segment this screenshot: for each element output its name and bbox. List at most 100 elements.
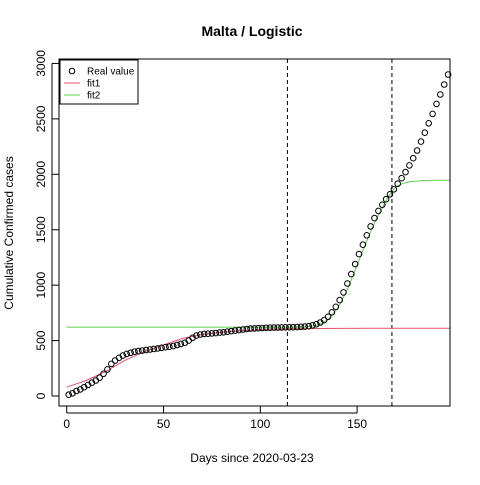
data-point — [158, 344, 165, 352]
data-point — [293, 323, 301, 331]
chart-title: Malta / Logistic — [201, 23, 302, 39]
data-point — [348, 270, 355, 278]
data-point — [216, 329, 223, 336]
data-point — [309, 322, 316, 329]
data-point — [123, 350, 130, 358]
data-point — [336, 296, 344, 304]
data-point — [433, 100, 440, 108]
data-point — [96, 374, 103, 382]
series-line-fit2 — [66, 179, 451, 328]
data-point — [363, 232, 371, 239]
data-point — [440, 81, 448, 88]
data-point — [340, 289, 347, 296]
data-point — [367, 223, 374, 230]
data-point — [166, 343, 173, 351]
data-point — [406, 162, 413, 169]
data-point — [429, 110, 436, 118]
data-point — [193, 332, 200, 339]
data-point — [162, 343, 169, 351]
data-point — [297, 323, 305, 331]
data-point — [258, 324, 266, 332]
data-point — [286, 324, 293, 331]
data-point — [212, 329, 220, 337]
data-point — [235, 326, 243, 334]
data-point — [394, 180, 402, 187]
data-point — [320, 316, 328, 324]
legend-box — [59, 59, 139, 105]
data-point — [305, 322, 313, 330]
y-tick-label: 3000 — [34, 50, 48, 77]
legend-label: fit2 — [87, 91, 101, 102]
data-point — [324, 313, 332, 321]
data-point — [200, 330, 208, 338]
data-point — [425, 120, 433, 127]
data-point — [220, 329, 227, 336]
data-point — [332, 303, 340, 311]
data-point — [73, 387, 80, 395]
data-point — [239, 326, 247, 333]
y-axis-label: Cumulative Confirmed cases — [2, 156, 16, 309]
data-point — [251, 325, 258, 332]
x-tick-label: 0 — [63, 417, 70, 431]
x-tick-label: 150 — [347, 417, 367, 431]
data-point — [142, 346, 150, 354]
data-point — [437, 91, 444, 98]
x-tick-label: 50 — [157, 417, 171, 431]
legend-label: fit1 — [87, 79, 101, 90]
data-point — [154, 345, 161, 352]
data-point — [359, 241, 367, 248]
data-point — [111, 357, 119, 364]
data-point — [417, 138, 425, 145]
data-point — [131, 348, 138, 356]
data-point — [224, 328, 231, 336]
legend-label: Real value — [87, 67, 135, 78]
data-point — [413, 147, 421, 154]
data-point — [386, 191, 394, 198]
x-tick-label: 100 — [250, 417, 270, 431]
data-point — [243, 325, 251, 333]
data-point — [398, 174, 405, 182]
data-point — [100, 370, 107, 378]
data-point — [138, 347, 146, 354]
data-point — [355, 250, 363, 258]
data-point — [104, 366, 111, 373]
data-point — [375, 207, 382, 215]
data-point — [208, 330, 216, 337]
data-point — [135, 347, 142, 355]
data-point — [169, 342, 177, 350]
data-point — [278, 324, 285, 331]
data-point — [247, 325, 254, 332]
data-point — [301, 323, 309, 330]
y-tick-label: 2500 — [34, 105, 48, 132]
data-point — [197, 331, 204, 338]
data-point — [228, 327, 235, 335]
data-point — [390, 186, 398, 193]
y-tick-label: 500 — [34, 330, 48, 350]
data-point — [270, 324, 278, 331]
data-point — [328, 309, 336, 316]
data-point — [313, 320, 320, 328]
data-point — [262, 324, 270, 332]
series-line-fit1 — [66, 327, 450, 388]
data-point — [150, 345, 158, 353]
x-axis-label: Days since 2020-03-23 — [190, 451, 314, 465]
data-point — [108, 360, 115, 368]
data-point — [255, 324, 262, 332]
data-point — [173, 341, 181, 349]
data-point — [127, 349, 134, 357]
y-tick-label: 1000 — [34, 271, 48, 298]
data-point — [402, 168, 409, 176]
data-point — [409, 154, 417, 162]
y-tick-label: 2000 — [34, 161, 48, 188]
data-point — [382, 195, 390, 203]
data-point — [146, 346, 154, 353]
data-point — [351, 260, 359, 268]
data-point — [65, 391, 72, 399]
data-point — [177, 340, 185, 348]
y-tick-label: 1500 — [34, 216, 48, 243]
data-point — [344, 280, 351, 287]
data-point — [371, 214, 378, 222]
y-tick-label: 0 — [34, 392, 48, 399]
data-point — [266, 324, 274, 332]
